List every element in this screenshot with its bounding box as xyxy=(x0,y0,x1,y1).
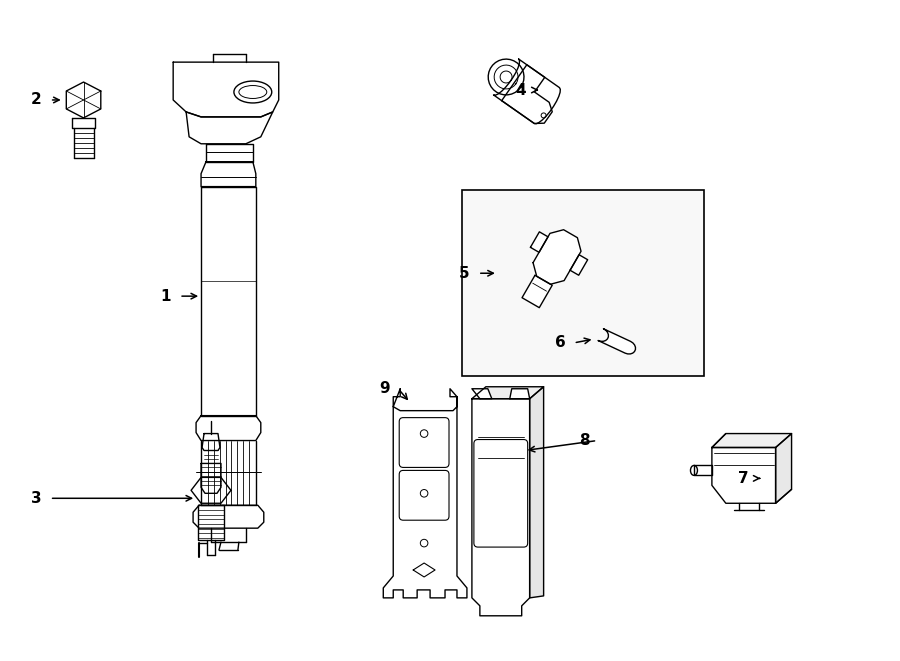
Text: 2: 2 xyxy=(31,93,41,108)
Polygon shape xyxy=(493,59,561,124)
Polygon shape xyxy=(509,389,530,399)
Polygon shape xyxy=(776,434,792,503)
Polygon shape xyxy=(201,162,256,186)
Text: 4: 4 xyxy=(515,83,526,98)
Polygon shape xyxy=(383,389,467,598)
Polygon shape xyxy=(198,505,224,540)
Text: 3: 3 xyxy=(32,490,41,506)
Bar xyxy=(462,190,704,376)
Text: 9: 9 xyxy=(380,381,391,396)
Polygon shape xyxy=(712,434,792,447)
Polygon shape xyxy=(72,118,95,128)
Polygon shape xyxy=(472,387,544,399)
Polygon shape xyxy=(201,463,221,493)
Polygon shape xyxy=(533,230,581,284)
Polygon shape xyxy=(173,62,279,117)
Polygon shape xyxy=(501,65,553,124)
Text: 7: 7 xyxy=(738,471,749,486)
Polygon shape xyxy=(472,389,491,399)
Polygon shape xyxy=(694,465,712,475)
Polygon shape xyxy=(202,434,220,451)
Polygon shape xyxy=(206,144,253,162)
Polygon shape xyxy=(530,387,544,598)
Polygon shape xyxy=(472,399,530,616)
Polygon shape xyxy=(186,112,273,144)
Polygon shape xyxy=(201,186,256,416)
Text: 6: 6 xyxy=(554,335,565,350)
Polygon shape xyxy=(191,477,231,503)
Polygon shape xyxy=(522,275,553,307)
Polygon shape xyxy=(712,447,776,503)
Text: 1: 1 xyxy=(161,289,171,303)
Polygon shape xyxy=(413,563,435,577)
Text: 5: 5 xyxy=(459,266,470,281)
Polygon shape xyxy=(570,254,588,275)
Polygon shape xyxy=(194,505,264,528)
Polygon shape xyxy=(196,416,261,440)
Polygon shape xyxy=(530,232,548,253)
Polygon shape xyxy=(67,82,101,118)
Polygon shape xyxy=(598,329,635,354)
Text: 8: 8 xyxy=(579,433,590,448)
